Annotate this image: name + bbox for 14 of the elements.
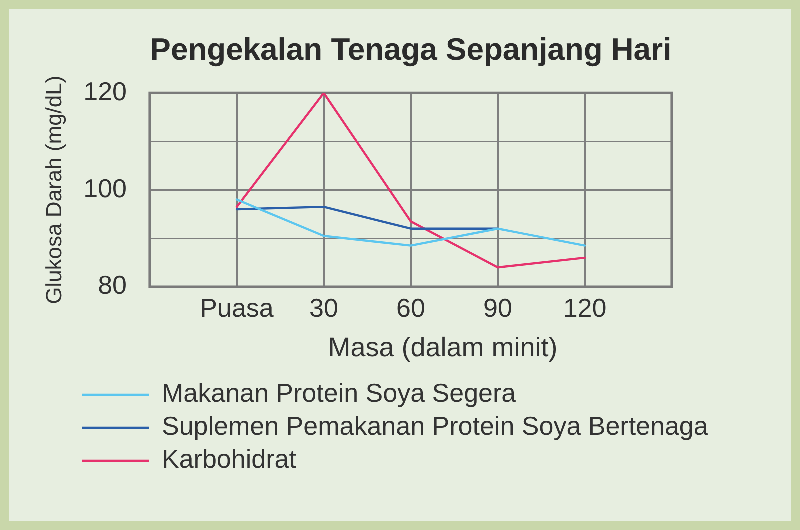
x-tick-label: 60 (396, 292, 426, 323)
x-axis-title: Masa (dalam minit) (328, 332, 558, 362)
chart-title: Pengekalan Tenaga Sepanjang Hari (150, 32, 672, 68)
x-tick-label: 120 (563, 292, 607, 323)
x-tick-label: 90 (484, 292, 512, 323)
x-tick-label: 30 (310, 292, 338, 323)
y-tick-label: 80 (98, 270, 127, 300)
legend-label: Karbohidrat (162, 444, 298, 474)
legend-label: Suplemen Pemakanan Protein Soya Bertenaga (162, 411, 709, 442)
x-tick-label: Puasa (200, 292, 274, 323)
y-axis-title: Glukosa Darah (mg/dL) (41, 76, 66, 304)
y-tick-label: 120 (84, 76, 127, 106)
legend-label: Makanan Protein Soya Segera (162, 378, 517, 408)
y-tick-label: 100 (84, 173, 127, 204)
